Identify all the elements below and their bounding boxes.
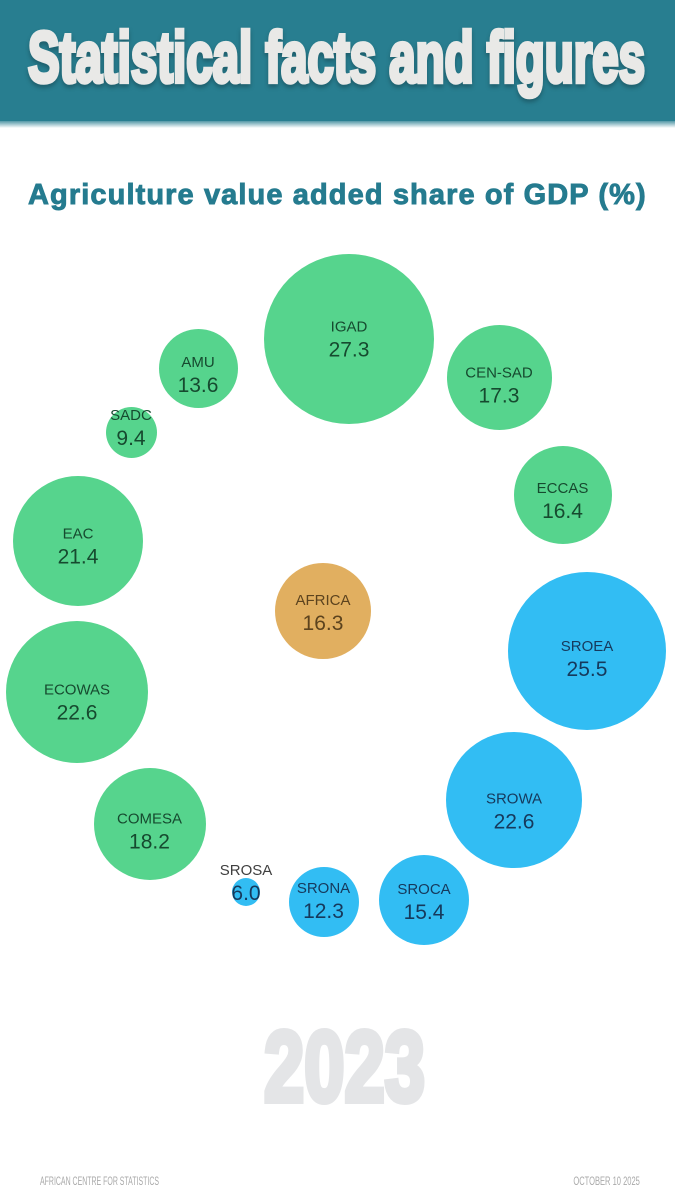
svg-text:Statistical facts and figures: Statistical facts and figures [28,19,645,98]
svg-text:2023: 2023 [264,1011,425,1118]
